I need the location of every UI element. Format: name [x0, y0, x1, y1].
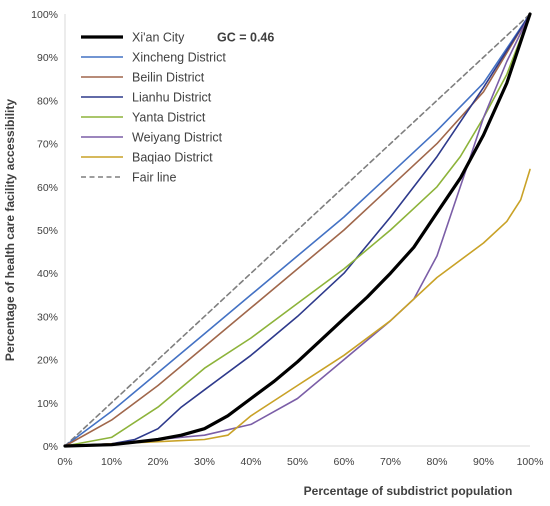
series-line-baqiao-district [64, 168, 531, 447]
x-axis-title: Percentage of subdistrict population [304, 484, 513, 498]
x-tick-label: 100% [517, 456, 544, 468]
x-tick-label: 40% [240, 456, 261, 468]
legend: Xi'an City GC = 0.46 Xincheng District Beil… [81, 31, 274, 185]
x-tick-label: 10% [101, 456, 122, 468]
y-tick-label: 70% [37, 139, 58, 151]
series-line-yanta-district [64, 13, 531, 447]
legend-label-fair-line: Fair line [132, 171, 177, 185]
y-tick-label: 10% [37, 398, 58, 410]
series-line-lianhu-district [64, 13, 531, 447]
x-tick-label: 80% [426, 456, 447, 468]
y-tick-label: 0% [43, 441, 58, 453]
x-tick-label: 0% [57, 456, 72, 468]
legend-label-xi-an-city: Xi'an City [132, 31, 185, 45]
y-tick-label: 50% [37, 225, 58, 237]
x-tick-label: 30% [194, 456, 215, 468]
x-tick-label: 20% [147, 456, 168, 468]
series-line-fair-line [64, 13, 531, 447]
gini-coefficient-label: GC = 0.46 [217, 31, 274, 45]
y-axis-title: Percentage of health care facility acces… [3, 99, 17, 361]
legend-label-xincheng-district: Xincheng District [132, 51, 226, 65]
x-tick-label: 60% [333, 456, 354, 468]
axes [64, 14, 530, 447]
y-tick-label: 20% [37, 355, 58, 367]
legend-label-weiyang-district: Weiyang District [132, 131, 223, 145]
y-tick-label: 60% [37, 182, 58, 194]
y-tick-label: 90% [37, 52, 58, 64]
series-line-xincheng-district [64, 13, 531, 447]
legend-label-baqiao-district: Baqiao District [132, 151, 213, 165]
y-tick-label: 100% [31, 9, 58, 21]
series-layer [63, 12, 532, 448]
legend-label-beilin-district: Beilin District [132, 71, 205, 85]
series-line-beilin-district [64, 13, 531, 447]
series-line-xi-an-city [63, 12, 532, 448]
x-tick-label: 50% [287, 456, 308, 468]
x-tick-label: 90% [473, 456, 494, 468]
y-tick-label: 30% [37, 311, 58, 323]
legend-label-lianhu-district: Lianhu District [132, 91, 212, 105]
y-tick-label: 80% [37, 95, 58, 107]
legend-label-yanta-district: Yanta District [132, 111, 206, 125]
y-tick-label: 40% [37, 268, 58, 280]
x-tick-label: 70% [380, 456, 401, 468]
tick-labels: 0% 10% 20% 30% 40% 50% 60% 70% 80% 90% 100% 0% 10% 20… [31, 9, 543, 468]
